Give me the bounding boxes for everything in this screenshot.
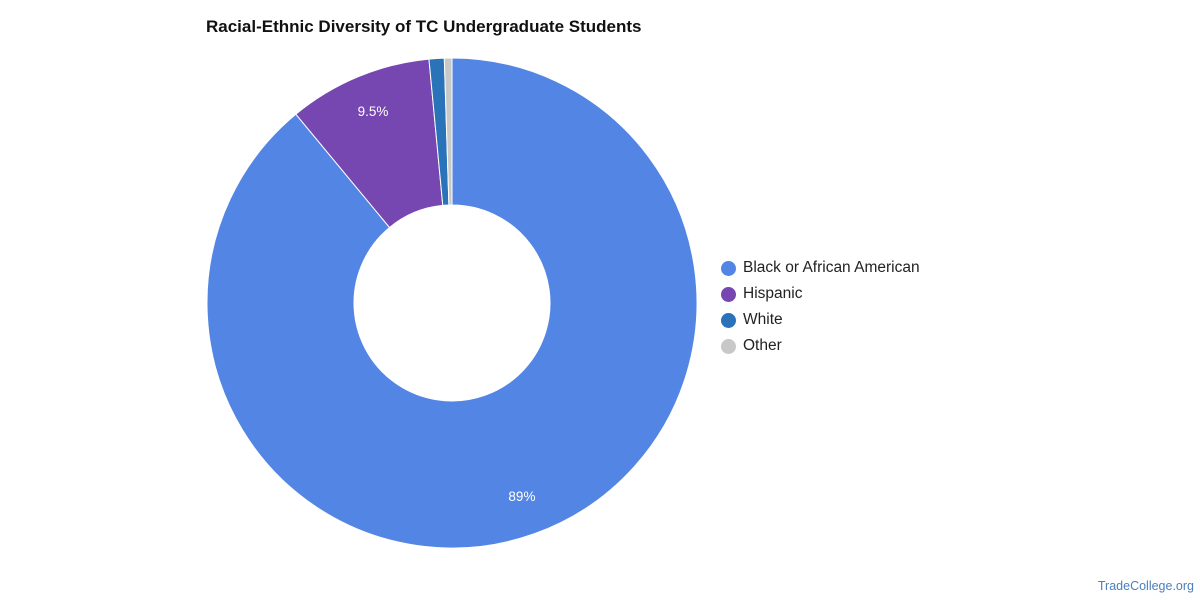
legend-label: Hispanic: [743, 285, 803, 302]
legend-swatch-icon: [721, 312, 736, 328]
slice-black-or-african-american[interactable]: [206, 57, 698, 549]
slice-other[interactable]: [443, 57, 453, 206]
legend-label: White: [743, 311, 783, 328]
legend: Black or African American Hispanic White…: [721, 255, 920, 359]
data-label-black-or-african-american: 89%: [508, 489, 535, 504]
chart-title: Racial-Ethnic Diversity of TC Undergradu…: [206, 17, 642, 36]
legend-label: Other: [743, 337, 782, 354]
legend-item-black-or-african-american[interactable]: Black or African American: [721, 255, 920, 281]
legend-swatch-icon: [721, 260, 736, 276]
legend-item-other[interactable]: Other: [721, 333, 920, 359]
legend-swatch-icon: [721, 338, 736, 354]
legend-item-hispanic[interactable]: Hispanic: [721, 281, 920, 307]
legend-item-white[interactable]: White: [721, 307, 920, 333]
data-label-hispanic: 9.5%: [358, 104, 389, 119]
legend-label: Black or African American: [743, 259, 920, 276]
source-link[interactable]: TradeCollege.org: [1097, 579, 1194, 593]
legend-swatch-icon: [721, 286, 736, 302]
